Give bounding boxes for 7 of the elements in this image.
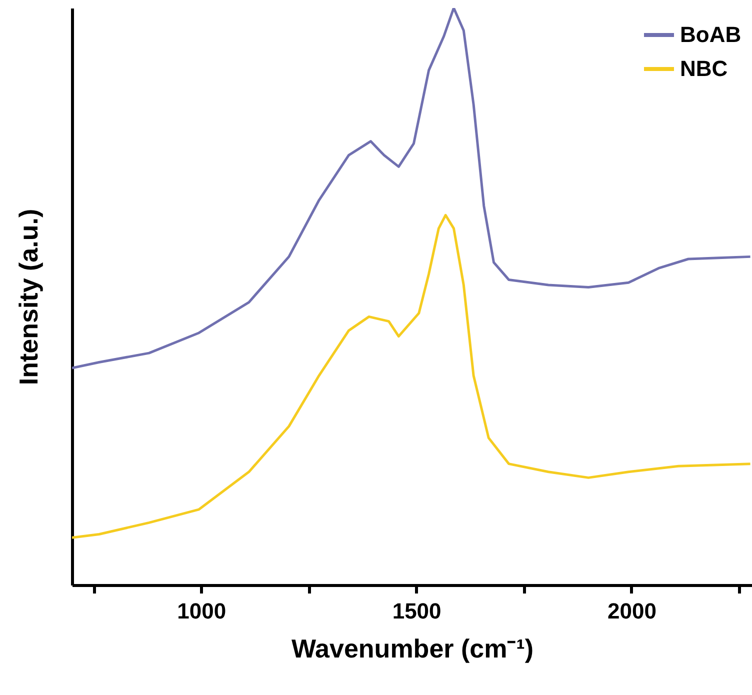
x-axis-title: Wavenumber (cm⁻¹) <box>291 634 534 664</box>
y-axis-title: Intensity (a.u.) <box>14 208 44 386</box>
x-tick-label: 1500 <box>392 598 442 624</box>
legend-label: NBC <box>680 56 728 81</box>
x-tick-label: 2000 <box>608 598 656 624</box>
x-tick-label: 1000 <box>177 598 226 624</box>
legend-label: BoAB <box>680 22 742 47</box>
